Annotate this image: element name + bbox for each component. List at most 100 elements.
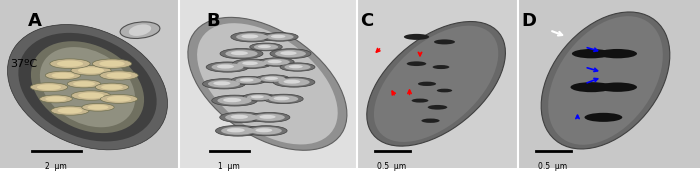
Circle shape: [227, 128, 245, 132]
Circle shape: [412, 99, 428, 103]
Circle shape: [598, 83, 637, 92]
Circle shape: [57, 108, 83, 114]
Circle shape: [584, 113, 622, 122]
Circle shape: [404, 34, 429, 40]
Circle shape: [225, 50, 258, 57]
Circle shape: [267, 34, 293, 40]
Ellipse shape: [40, 47, 135, 127]
Circle shape: [73, 81, 95, 86]
Text: 0.5  μm: 0.5 μm: [377, 162, 407, 171]
FancyBboxPatch shape: [178, 0, 357, 168]
Circle shape: [220, 112, 263, 123]
Circle shape: [217, 64, 234, 69]
Circle shape: [260, 76, 286, 82]
Circle shape: [78, 93, 104, 99]
Circle shape: [100, 71, 138, 80]
Circle shape: [46, 96, 66, 101]
Circle shape: [250, 43, 282, 51]
Circle shape: [421, 119, 440, 123]
Circle shape: [256, 75, 290, 83]
Circle shape: [107, 96, 131, 102]
FancyBboxPatch shape: [518, 0, 700, 168]
Circle shape: [52, 73, 74, 78]
Circle shape: [437, 89, 452, 92]
Circle shape: [231, 76, 266, 85]
Circle shape: [274, 96, 289, 100]
Circle shape: [231, 51, 248, 55]
Circle shape: [570, 82, 612, 92]
FancyBboxPatch shape: [357, 0, 518, 168]
Circle shape: [259, 115, 276, 119]
Circle shape: [279, 78, 309, 86]
Circle shape: [263, 59, 290, 65]
Circle shape: [237, 60, 267, 67]
Circle shape: [264, 94, 303, 104]
Circle shape: [265, 77, 278, 80]
Circle shape: [211, 95, 258, 106]
Circle shape: [245, 126, 287, 136]
Ellipse shape: [8, 25, 167, 150]
Circle shape: [235, 77, 262, 84]
Circle shape: [249, 112, 290, 122]
Circle shape: [256, 128, 272, 132]
Circle shape: [221, 127, 255, 135]
Circle shape: [216, 125, 260, 136]
Circle shape: [270, 49, 311, 58]
Circle shape: [82, 103, 114, 111]
Circle shape: [95, 83, 129, 91]
Text: A: A: [28, 12, 42, 30]
Ellipse shape: [541, 12, 670, 149]
Ellipse shape: [120, 22, 160, 39]
Ellipse shape: [31, 41, 144, 133]
Circle shape: [280, 63, 315, 71]
Ellipse shape: [367, 22, 505, 146]
Ellipse shape: [197, 23, 337, 144]
Circle shape: [254, 44, 278, 50]
Circle shape: [57, 61, 83, 67]
Circle shape: [99, 61, 125, 67]
Circle shape: [230, 115, 248, 119]
Circle shape: [100, 94, 138, 103]
Circle shape: [418, 82, 436, 86]
Circle shape: [250, 127, 282, 135]
Circle shape: [67, 80, 101, 88]
Circle shape: [428, 105, 447, 110]
FancyBboxPatch shape: [0, 0, 178, 168]
Text: B: B: [206, 12, 220, 30]
Circle shape: [284, 80, 300, 84]
Text: 1  μm: 1 μm: [218, 162, 240, 171]
Circle shape: [40, 95, 72, 103]
Circle shape: [30, 83, 68, 92]
Circle shape: [78, 67, 104, 74]
Circle shape: [236, 33, 268, 41]
Ellipse shape: [129, 24, 151, 36]
Circle shape: [225, 113, 258, 121]
Circle shape: [208, 80, 240, 88]
Circle shape: [46, 71, 80, 80]
Circle shape: [284, 64, 311, 70]
Circle shape: [37, 84, 61, 90]
Ellipse shape: [548, 16, 663, 145]
Circle shape: [271, 35, 286, 38]
Circle shape: [51, 106, 89, 115]
Ellipse shape: [188, 17, 347, 150]
Circle shape: [218, 96, 251, 105]
Circle shape: [267, 60, 282, 63]
Circle shape: [273, 77, 315, 87]
Text: C: C: [360, 12, 374, 30]
Circle shape: [92, 59, 132, 68]
Circle shape: [434, 39, 455, 44]
FancyBboxPatch shape: [518, 0, 700, 168]
Circle shape: [598, 49, 637, 58]
Circle shape: [280, 51, 297, 55]
Circle shape: [262, 33, 298, 41]
Circle shape: [88, 105, 108, 110]
Circle shape: [211, 63, 244, 71]
Circle shape: [433, 65, 449, 69]
Circle shape: [202, 79, 246, 89]
Circle shape: [254, 114, 285, 121]
Circle shape: [231, 32, 273, 42]
Circle shape: [258, 45, 271, 48]
Circle shape: [106, 72, 132, 78]
Circle shape: [243, 93, 275, 101]
